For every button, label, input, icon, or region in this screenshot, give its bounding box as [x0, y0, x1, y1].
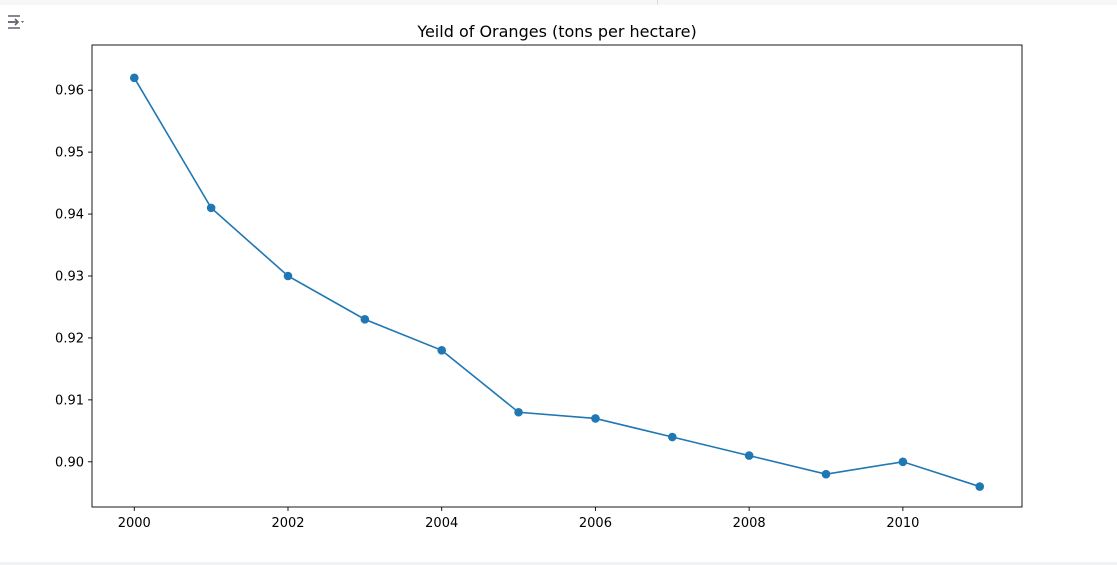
data-point [975, 482, 985, 491]
data-point [667, 432, 677, 442]
series-line [133, 77, 980, 488]
x-tick-label: 2004 [425, 516, 458, 531]
y-tick-label: 0.91 [55, 393, 84, 408]
data-point [898, 457, 908, 467]
x-tick-label: 2010 [886, 516, 919, 531]
y-tick-label: 0.90 [55, 455, 84, 470]
x-tick-label: 2008 [733, 516, 766, 531]
cell-top-border [0, 0, 1117, 5]
data-point [744, 451, 754, 460]
data-point [821, 469, 831, 479]
y-tick-label: 0.95 [55, 146, 84, 161]
data-point [360, 315, 370, 324]
chart-title: Yeild of Oranges (tons per hectare) [416, 22, 696, 41]
data-point [206, 203, 216, 213]
x-tick-label: 2006 [579, 516, 612, 531]
data-point [283, 271, 293, 281]
x-tick-label: 2000 [118, 516, 151, 531]
cell-divider [657, 0, 658, 5]
y-tick-label: 0.96 [55, 84, 84, 99]
x-tick-label: 2002 [271, 516, 304, 531]
output-options-icon[interactable] [5, 11, 27, 33]
data-point [437, 346, 447, 355]
y-tick-label: 0.92 [55, 331, 84, 346]
y-tick-label: 0.94 [55, 208, 84, 223]
cell-bottom-border [0, 562, 1117, 565]
y-tick-label: 0.93 [55, 270, 84, 285]
data-point [129, 73, 139, 83]
data-point [514, 407, 523, 417]
plot-area [92, 45, 1022, 507]
data-point [591, 414, 600, 423]
